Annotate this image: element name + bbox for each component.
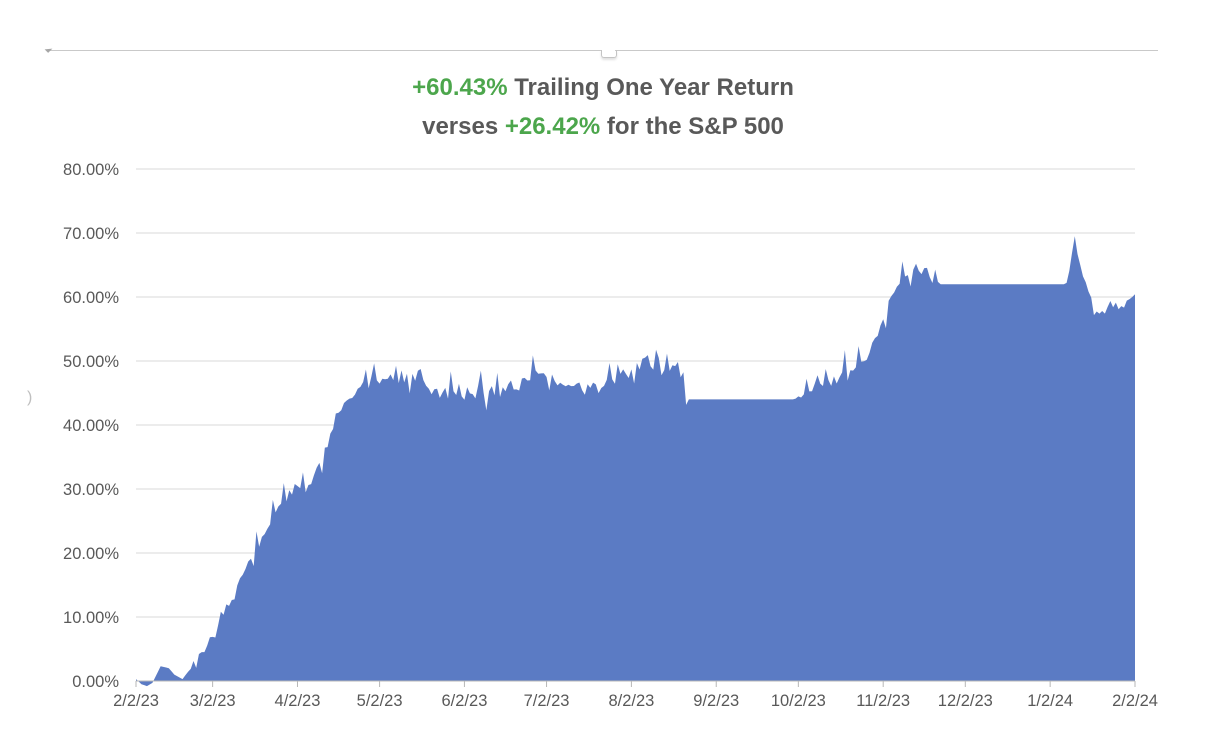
svg-text:3/2/23: 3/2/23 xyxy=(190,692,236,710)
svg-text:1/2/24: 1/2/24 xyxy=(1027,692,1073,710)
svg-text:10.00%: 10.00% xyxy=(63,609,119,627)
svg-text:12/2/23: 12/2/23 xyxy=(938,692,993,710)
svg-text:7/2/23: 7/2/23 xyxy=(524,692,570,710)
svg-text:0.00%: 0.00% xyxy=(72,673,119,691)
svg-text:50.00%: 50.00% xyxy=(63,353,119,371)
svg-text:4/2/23: 4/2/23 xyxy=(275,692,321,710)
svg-text:6/2/23: 6/2/23 xyxy=(442,692,488,710)
svg-text:80.00%: 80.00% xyxy=(63,161,119,179)
svg-text:60.00%: 60.00% xyxy=(63,289,119,307)
svg-text:11/2/23: 11/2/23 xyxy=(856,692,910,710)
svg-text:30.00%: 30.00% xyxy=(63,481,119,499)
svg-text:10/2/23: 10/2/23 xyxy=(771,692,826,710)
svg-text:20.00%: 20.00% xyxy=(63,545,119,563)
svg-text:2/2/24: 2/2/24 xyxy=(1112,692,1158,710)
svg-text:40.00%: 40.00% xyxy=(63,417,119,435)
svg-text:2/2/23: 2/2/23 xyxy=(113,692,159,710)
svg-text:9/2/23: 9/2/23 xyxy=(693,692,739,710)
svg-text:8/2/23: 8/2/23 xyxy=(608,692,654,710)
svg-text:70.00%: 70.00% xyxy=(63,225,119,243)
svg-text:5/2/23: 5/2/23 xyxy=(357,692,403,710)
